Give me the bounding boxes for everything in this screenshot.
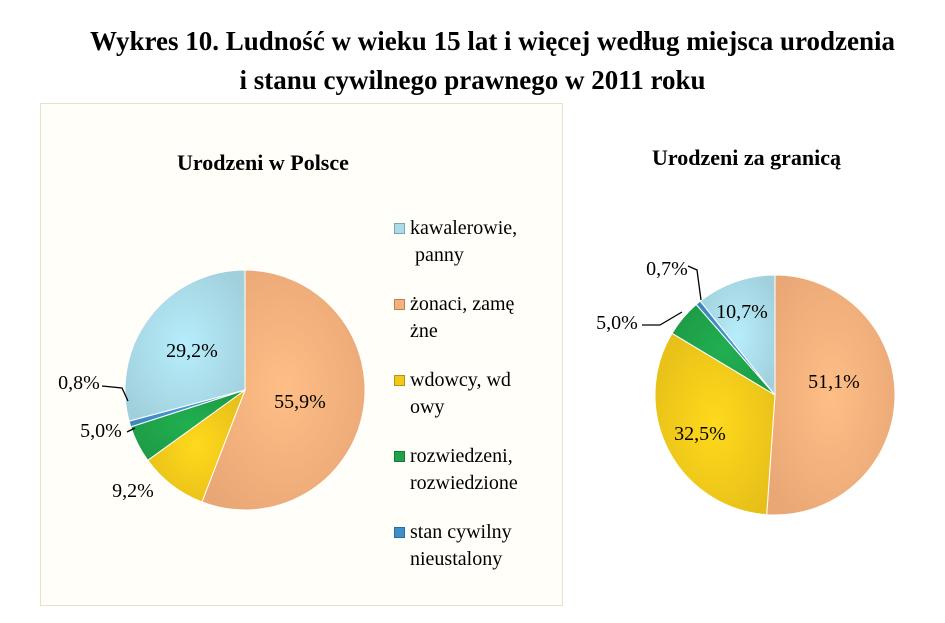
legend: kawalerowie, panny żonaci, zamę żne wdow… <box>394 215 564 595</box>
data-label-abroad-single: 10,7% <box>716 301 768 323</box>
legend-label-married-2: żne <box>410 320 438 342</box>
legend-label-divorced: rozwiedzeni, <box>410 445 513 467</box>
legend-label-unknown: stan cywilny <box>410 521 512 543</box>
leader-line-abroad-unknown <box>687 265 702 301</box>
data-label-poland-married: 55,9% <box>274 391 326 413</box>
chart-title-abroad: Urodzeni za granicą <box>652 145 842 170</box>
data-label-abroad-unknown: 0,7% <box>646 258 688 280</box>
legend-label-single: kawalerowie, <box>410 217 518 239</box>
pie-slice-abroad-married <box>766 274 896 516</box>
legend-label-married: żonaci, zamę <box>410 293 515 315</box>
legend-label-unknown-2: nieustalony <box>410 548 503 570</box>
legend-swatch-divorced <box>394 451 405 462</box>
pie-poland <box>124 269 366 511</box>
legend-item-widowed: wdowcy, wd owy <box>394 367 564 421</box>
leader-line-abroad-divorced <box>642 311 683 326</box>
pie-slice-abroad-widowed <box>654 332 776 516</box>
data-label-abroad-married: 51,1% <box>808 371 860 393</box>
data-label-poland-widowed: 9,2% <box>112 480 154 502</box>
data-label-poland-divorced: 5,0% <box>80 420 122 442</box>
leader-line-poland-unknown <box>101 385 129 402</box>
figure-title: Wykres 10. Ludność w wieku 15 lat i więc… <box>0 22 945 100</box>
legend-swatch-widowed <box>394 375 405 386</box>
pie-slice-poland-married <box>201 269 366 511</box>
legend-swatch-single <box>394 223 405 234</box>
chart-title-poland: Urodzeni w Polsce <box>177 150 349 175</box>
legend-swatch-married <box>394 299 405 310</box>
legend-label-divorced-2: rozwiedzione <box>410 472 518 494</box>
legend-label-widowed: wdowcy, wd <box>410 369 511 391</box>
leader-line-poland-divorced <box>126 427 136 433</box>
legend-item-married: żonaci, zamę żne <box>394 291 564 345</box>
pie-abroad <box>654 274 896 516</box>
legend-swatch-unknown <box>394 527 405 538</box>
legend-label-single-2: panny <box>410 244 464 266</box>
legend-label-widowed-2: owy <box>410 396 445 418</box>
data-label-abroad-divorced: 5,0% <box>596 312 638 334</box>
legend-item-divorced: rozwiedzeni, rozwiedzione <box>394 443 564 497</box>
figure-title-line2: i stanu cywilnego prawnego w 2011 roku <box>239 65 706 95</box>
pie-slice-abroad-single <box>699 274 776 397</box>
data-label-poland-single: 29,2% <box>166 340 218 362</box>
legend-item-single: kawalerowie, panny <box>394 215 564 269</box>
data-label-abroad-widowed: 32,5% <box>674 423 726 445</box>
data-label-poland-unknown: 0,8% <box>58 372 100 394</box>
legend-item-unknown: stan cywilny nieustalony <box>394 519 564 573</box>
figure-title-line1: Wykres 10. Ludność w wieku 15 lat i więc… <box>90 26 895 56</box>
